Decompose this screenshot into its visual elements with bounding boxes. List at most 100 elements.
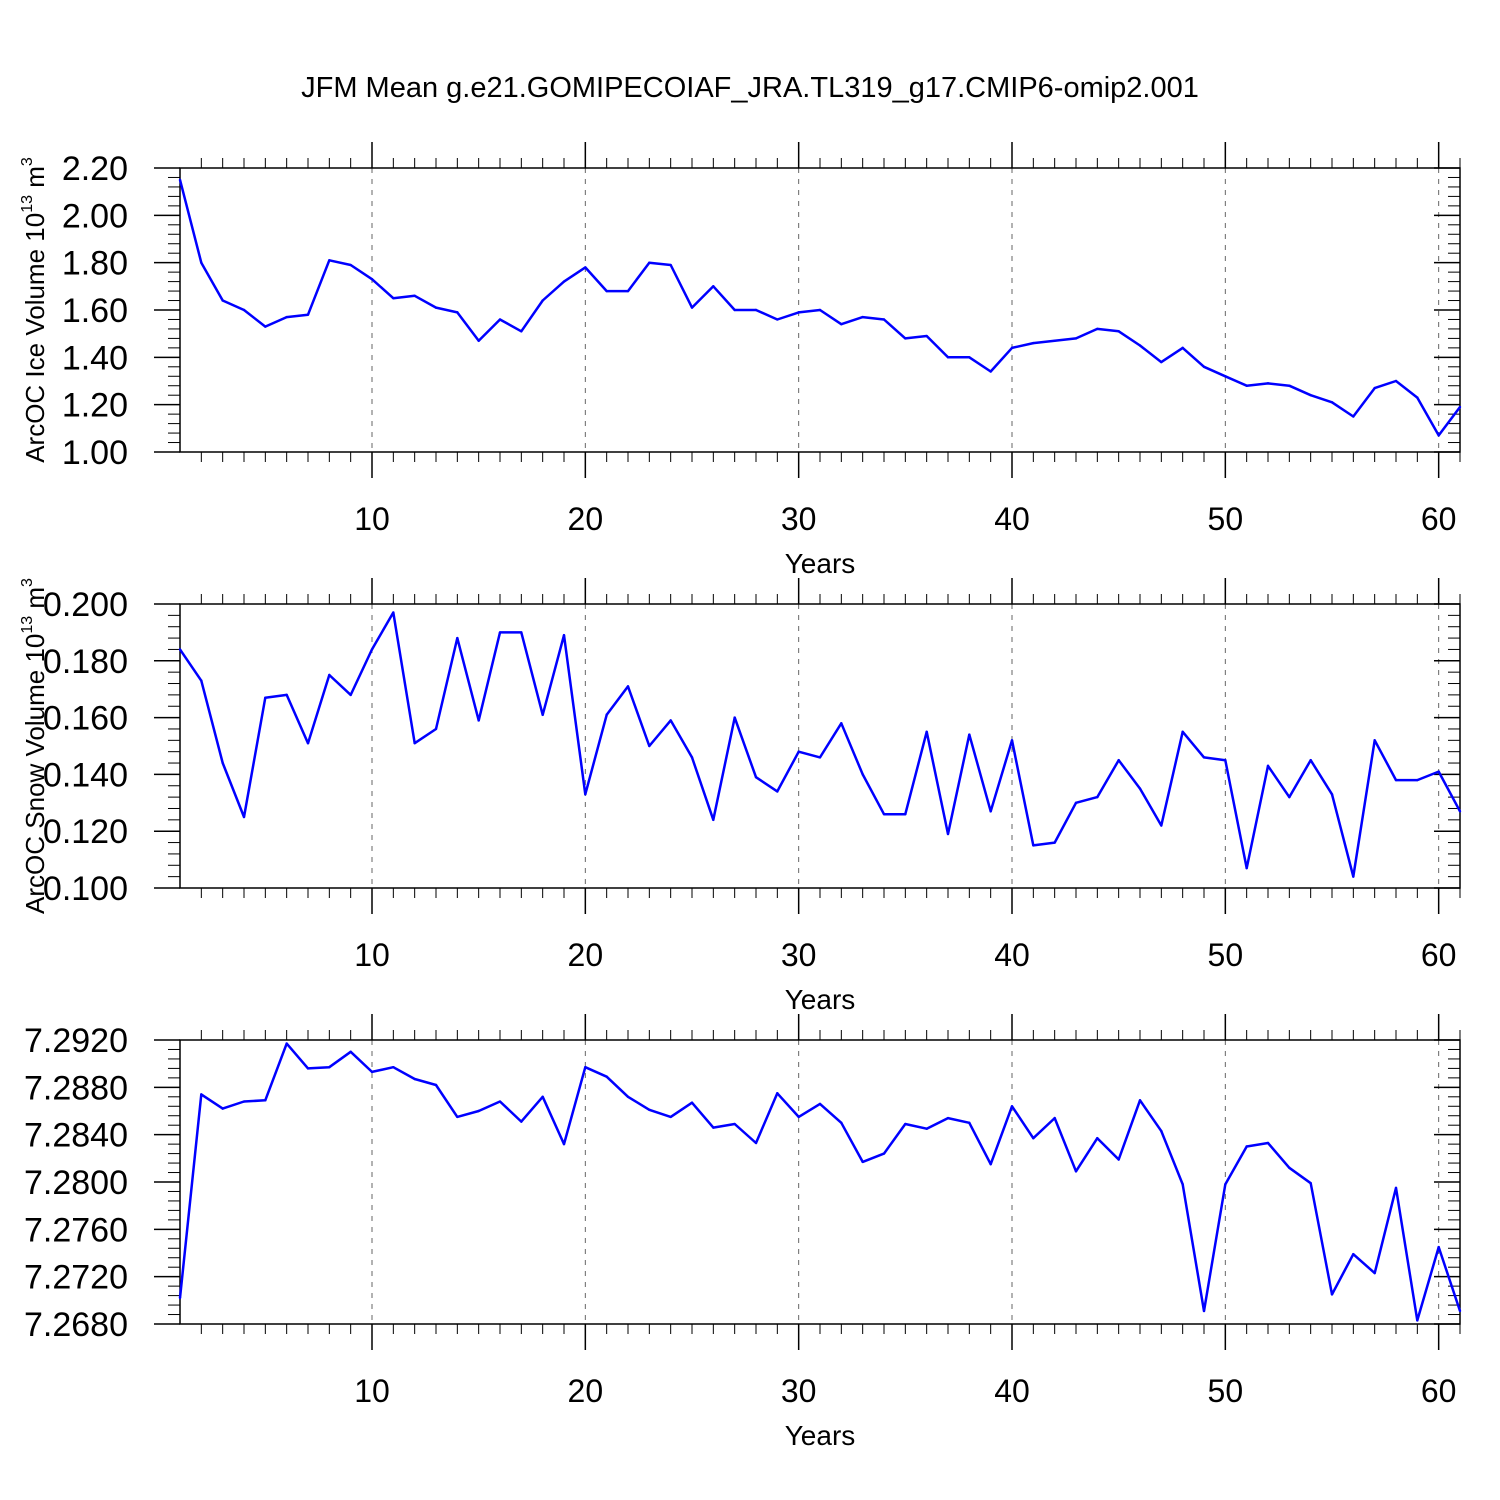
data-point [1352, 875, 1355, 878]
data-point [1245, 384, 1248, 387]
data-point [690, 756, 694, 759]
data-point [861, 1160, 864, 1164]
data-point [413, 294, 416, 297]
data-point [669, 263, 672, 267]
data-point [1224, 1183, 1227, 1186]
data-point [1416, 396, 1419, 399]
data-point [1309, 394, 1312, 397]
data-point [1437, 770, 1440, 773]
data-point [1394, 379, 1398, 383]
data-point [285, 693, 288, 697]
x-tick-label: 60 [1421, 501, 1457, 537]
chart-panel-2: 10 20 30 40 50 60 Years 0.100 0.120 0.140 0.160 0.1… [19, 578, 1462, 1015]
data-point [264, 1099, 267, 1102]
data-point [562, 280, 566, 283]
data-point [200, 261, 203, 264]
data-point [946, 356, 950, 359]
y-tick-label: 0.180 [43, 643, 128, 681]
chart-panel-3: 10 20 30 40 50 60 Years 7.2680 7.2720 7.2760 7.280… [24, 1014, 1462, 1451]
data-point [413, 741, 416, 745]
data-point [1160, 1129, 1163, 1133]
data-point [1032, 1137, 1035, 1140]
data-point [306, 741, 310, 745]
data-point [392, 1066, 395, 1069]
data-point [1373, 739, 1376, 742]
data-point [264, 696, 267, 699]
data-point [434, 727, 438, 731]
data-point [221, 299, 224, 302]
data-point [477, 1109, 480, 1113]
y-tick-label: 7.2680 [24, 1306, 128, 1344]
x-tick-label: 10 [354, 937, 390, 973]
data-point [904, 337, 907, 340]
y-tick-label: 2.00 [62, 197, 128, 235]
data-point [456, 311, 459, 314]
data-point [840, 1121, 843, 1125]
plot-frame [179, 1039, 1461, 1325]
data-point [733, 308, 736, 312]
data-point [541, 1095, 544, 1099]
data-point [733, 1122, 736, 1126]
data-point [648, 1108, 651, 1112]
x-axis-label: Years [785, 548, 856, 579]
data-point [477, 339, 480, 342]
data-point [882, 1152, 886, 1155]
data-point [1053, 841, 1056, 844]
data-point [797, 311, 800, 314]
y-tick-label: 7.2800 [24, 1164, 128, 1202]
data-point [434, 306, 438, 309]
data-point [1010, 1105, 1014, 1108]
data-point [626, 289, 630, 293]
data-point [1074, 801, 1078, 804]
data-point [1010, 739, 1014, 742]
data-point [1352, 1252, 1355, 1256]
data-point [818, 756, 822, 759]
x-tick-label: 30 [781, 937, 817, 973]
x-tick-label: 40 [994, 1373, 1030, 1409]
data-point [1224, 759, 1227, 762]
data-point [669, 1115, 672, 1119]
x-tick-label: 10 [354, 501, 390, 537]
data-point [818, 1102, 822, 1106]
data-point [221, 1107, 224, 1110]
data-point [648, 744, 651, 748]
data-point [1373, 386, 1376, 390]
y-tick-label: 0.140 [43, 756, 128, 794]
x-axis-label: Years [785, 1420, 856, 1451]
data-point [690, 1101, 694, 1104]
data-point [349, 1050, 352, 1054]
x-tick-label: 30 [781, 501, 817, 537]
data-point [754, 1141, 758, 1145]
x-tick-label: 40 [994, 937, 1030, 973]
data-point [1117, 759, 1120, 762]
data-point [562, 1142, 566, 1146]
data-point [968, 356, 971, 359]
data-point [989, 810, 992, 813]
data-point [306, 1067, 310, 1070]
data-point [1458, 1309, 1462, 1313]
data-point [776, 790, 779, 793]
x-tick-label: 30 [781, 1373, 817, 1409]
data-point [1138, 787, 1142, 790]
y-tick-label: 1.00 [62, 434, 128, 472]
data-point [328, 673, 331, 677]
data-point [925, 1127, 928, 1130]
data-point [349, 263, 352, 267]
data-point [754, 308, 758, 312]
x-tick-label: 20 [568, 1373, 604, 1409]
data-point [1416, 1319, 1419, 1322]
data-point [1288, 384, 1291, 387]
data-point [1245, 866, 1248, 870]
y-tick-label: 2.20 [62, 150, 128, 188]
data-point [754, 776, 758, 779]
data-point [541, 299, 544, 302]
data-point [1288, 1166, 1291, 1170]
data-point [370, 648, 374, 651]
data-point [1309, 1181, 1312, 1185]
data-point [1416, 778, 1419, 782]
x-axis-label: Years [785, 984, 856, 1015]
data-point [242, 1100, 246, 1103]
y-axis-label: ArcOC Snow Volume 1013 m3 [19, 578, 50, 914]
data-point [1160, 824, 1163, 827]
